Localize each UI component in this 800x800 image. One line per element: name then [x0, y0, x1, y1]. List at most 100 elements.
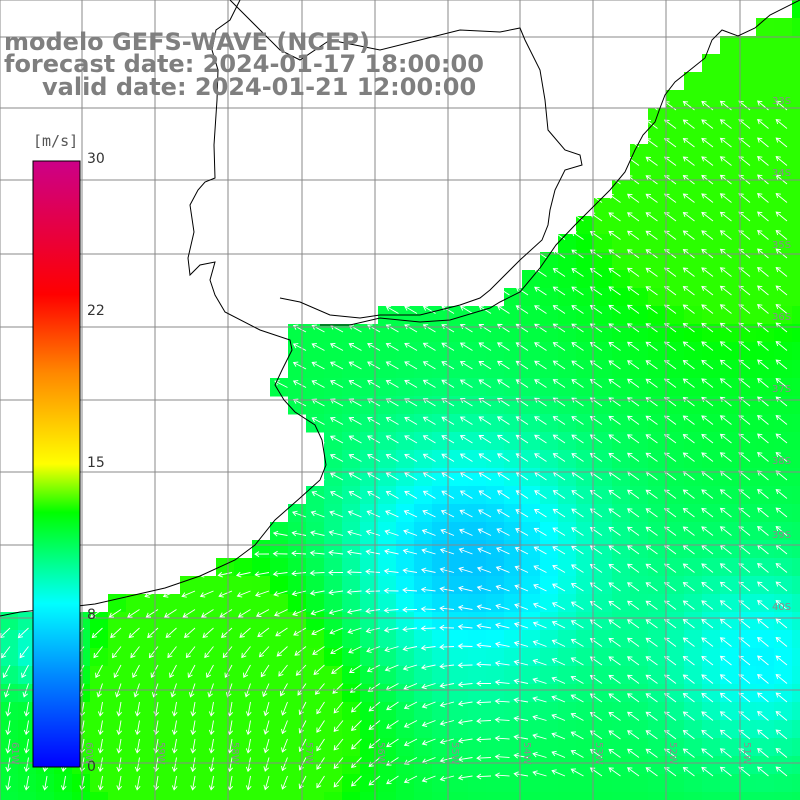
wind-speed-cell	[342, 576, 361, 595]
wind-arrow	[90, 609, 103, 618]
wind-speed-cell	[576, 630, 595, 649]
wind-speed-cell	[396, 738, 415, 757]
wind-arrow	[627, 693, 640, 703]
wind-speed-cell	[738, 36, 757, 55]
wind-speed-cell	[432, 684, 451, 703]
wind-arrow	[421, 720, 436, 727]
wind-speed-cell	[648, 594, 667, 613]
wind-speed-cell	[594, 702, 613, 721]
wind-speed-cell	[648, 234, 667, 253]
wind-arrow	[171, 738, 178, 754]
wind-speed-cell	[522, 558, 541, 577]
wind-arrow	[478, 490, 492, 499]
wind-arrow	[459, 528, 473, 536]
wind-speed-cell	[306, 738, 325, 757]
wind-arrow	[420, 644, 436, 651]
wind-speed-cell	[756, 324, 775, 343]
wind-speed-cell	[234, 594, 253, 613]
lat-label: 36S	[772, 312, 792, 323]
wind-arrow	[532, 714, 547, 721]
wind-speed-cell	[666, 414, 685, 433]
wind-speed-cell	[198, 612, 217, 631]
wind-arrow	[775, 729, 788, 740]
wind-speed-cell	[396, 774, 415, 793]
wind-arrow	[701, 581, 714, 592]
wind-arrow	[385, 324, 399, 333]
wind-speed-cell	[0, 648, 19, 667]
wind-speed-cell	[306, 576, 325, 595]
wind-speed-cell	[702, 540, 721, 559]
wind-arrow	[775, 433, 788, 444]
wind-speed-cell	[684, 666, 703, 685]
wind-speed-cell	[522, 594, 541, 613]
wind-speed-cell	[396, 702, 415, 721]
wind-speed-cell	[594, 594, 613, 613]
wind-speed-cell	[558, 684, 577, 703]
wind-speed-cell	[774, 684, 793, 703]
wind-speed-cell	[108, 648, 127, 667]
wind-arrow	[645, 748, 658, 758]
wind-arrow	[459, 509, 473, 518]
wind-arrow	[701, 692, 714, 703]
wind-arrow	[571, 490, 584, 499]
wind-arrow	[292, 491, 307, 499]
wind-arrow	[385, 490, 399, 499]
wind-speed-cell	[666, 684, 685, 703]
wind-speed-cell	[738, 522, 757, 541]
wind-speed-cell	[540, 666, 559, 685]
wind-arrow	[775, 211, 788, 222]
lon-label: 54W	[521, 742, 532, 765]
wind-speed-cell	[306, 756, 325, 775]
wind-speed-cell	[558, 522, 577, 541]
wind-speed-cell	[360, 612, 379, 631]
wind-arrow	[627, 563, 640, 573]
wind-arrow	[245, 757, 252, 773]
wind-speed-cell	[414, 342, 433, 361]
wind-arrow	[757, 748, 769, 758]
wind-speed-cell	[630, 684, 649, 703]
wind-speed-cell	[432, 612, 451, 631]
wind-arrow	[422, 324, 436, 333]
wind-arrow	[552, 527, 566, 536]
wind-speed-cell	[414, 396, 433, 415]
wind-arrow	[757, 378, 769, 388]
wind-arrow	[515, 379, 529, 388]
wind-speed-cell	[774, 234, 793, 253]
wind-arrow	[439, 701, 455, 708]
wind-speed-cell	[540, 324, 559, 343]
wind-arrow	[551, 583, 566, 592]
wind-speed-cell	[324, 792, 343, 800]
wind-speed-cell	[270, 684, 289, 703]
wind-arrow	[534, 268, 547, 277]
wind-arrow	[608, 656, 621, 666]
wind-arrow	[534, 416, 547, 425]
wind-speed-cell	[738, 324, 757, 343]
wind-speed-cell	[666, 468, 685, 487]
wind-arrow	[513, 771, 529, 778]
wind-speed-cell	[648, 162, 667, 181]
wind-arrow	[608, 748, 621, 758]
wind-speed-cell	[162, 612, 181, 631]
wind-speed-cell	[468, 738, 487, 757]
wind-speed-cell	[522, 756, 541, 775]
wind-speed-cell	[684, 270, 703, 289]
wind-speed-cell	[522, 612, 541, 631]
wind-speed-cell	[774, 774, 793, 793]
wind-arrow	[589, 231, 603, 240]
wind-speed-cell	[306, 486, 325, 505]
wind-arrow	[457, 662, 473, 669]
wind-arrow	[682, 748, 695, 758]
lon-label: 52W	[667, 742, 678, 765]
wind-arrow	[496, 286, 510, 296]
wind-arrow	[404, 435, 418, 444]
wind-arrow	[254, 551, 270, 557]
wind-speed-cell	[702, 576, 721, 595]
wind-arrow	[494, 660, 510, 667]
wind-arrow	[333, 720, 344, 733]
wind-speed-cell	[576, 720, 595, 739]
wind-speed-cell	[702, 702, 721, 721]
wind-arrow	[608, 341, 621, 351]
wind-arrow	[183, 627, 196, 638]
wind-speed-cell	[558, 630, 577, 649]
wind-speed-cell	[666, 360, 685, 379]
